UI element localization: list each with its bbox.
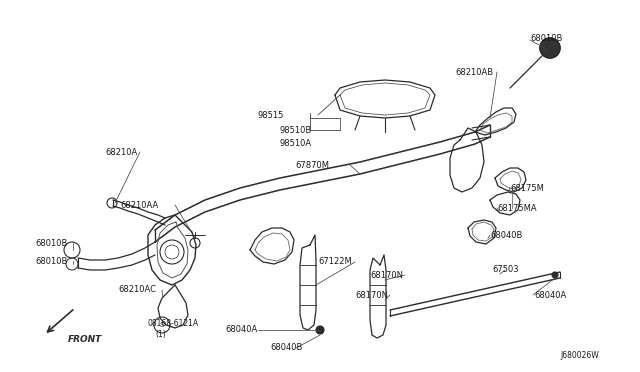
- Circle shape: [540, 38, 560, 58]
- Text: 68010B: 68010B: [530, 33, 563, 42]
- Text: 68040A: 68040A: [534, 291, 566, 299]
- Text: 68210A: 68210A: [105, 148, 137, 157]
- Text: 68010B: 68010B: [35, 257, 67, 266]
- Circle shape: [552, 272, 558, 278]
- Text: 68210AB: 68210AB: [455, 67, 493, 77]
- Text: 98510A: 98510A: [280, 138, 312, 148]
- Text: 08168-6121A: 08168-6121A: [148, 318, 199, 327]
- Text: 68010B: 68010B: [35, 238, 67, 247]
- Text: (1): (1): [155, 330, 166, 340]
- Text: 68040B: 68040B: [270, 343, 302, 353]
- Text: 68040A: 68040A: [225, 326, 257, 334]
- Text: 68210AA: 68210AA: [120, 201, 158, 209]
- Text: 68175MA: 68175MA: [497, 203, 536, 212]
- Text: 67503: 67503: [492, 266, 518, 275]
- Text: 68175M: 68175M: [510, 183, 544, 192]
- Circle shape: [316, 326, 324, 334]
- Text: 98510B: 98510B: [280, 125, 312, 135]
- Text: 68040B: 68040B: [490, 231, 522, 240]
- Text: 67122M: 67122M: [318, 257, 352, 266]
- Text: 68170N: 68170N: [355, 291, 388, 299]
- Text: 98515: 98515: [258, 110, 284, 119]
- Text: 68170N: 68170N: [370, 270, 403, 279]
- Text: FRONT: FRONT: [68, 335, 102, 344]
- Text: 68210AC: 68210AC: [118, 285, 156, 295]
- Text: 67870M: 67870M: [295, 160, 329, 170]
- Text: J680026W: J680026W: [560, 350, 599, 359]
- Text: S: S: [160, 322, 164, 328]
